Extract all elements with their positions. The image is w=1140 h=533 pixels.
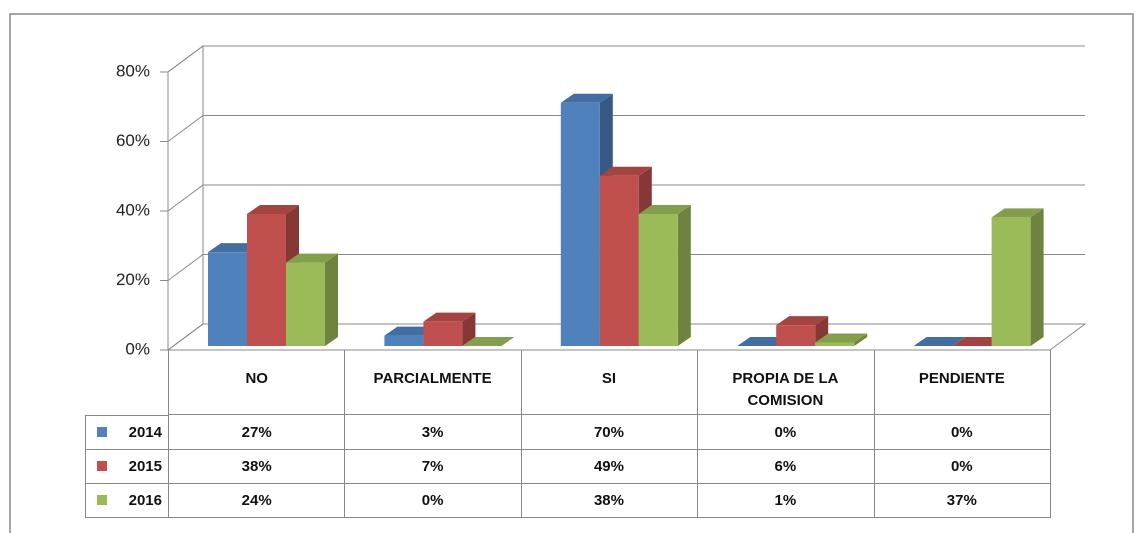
bar-top [560,93,613,103]
table-cell: 1% [697,483,875,518]
legend-text: 2015 [128,457,162,475]
bar [286,262,325,346]
bar-top [991,208,1044,218]
bar [560,102,600,346]
table-header: PARCIALMENTE [344,350,522,415]
legend-key [97,427,107,437]
table-cell: 37% [873,483,1051,518]
table-header: SI [520,350,699,415]
table-cell: 27% [168,415,346,450]
grid-line [167,254,1085,281]
table-header: PENDIENTE [873,350,1051,415]
bar [384,335,424,346]
bar-top [776,316,829,326]
table-header: PROPIA DE LA COMISION [697,350,875,415]
bar-top [423,312,476,322]
bar-side [462,312,476,346]
bar-side [1030,208,1044,346]
bar-top [247,204,299,214]
bar-side [677,204,691,346]
frame [9,13,1134,533]
legend-key [97,495,107,505]
bar [247,213,286,346]
bar [599,175,639,346]
bar [423,321,463,346]
table-cell: 24% [168,483,346,518]
bar-top [462,337,515,346]
grid-line [167,184,1085,212]
y-tick-label: 60% [116,131,150,150]
table-cell: 0% [344,483,522,518]
y-tick-label: 80% [116,61,150,80]
bar-top [286,253,338,263]
legend-key [97,461,107,471]
grid-line [167,45,1085,73]
y-tick-label: 20% [116,270,150,289]
bar-side [854,333,868,346]
y-tick-label: 40% [116,200,150,219]
table-cell: 6% [697,449,875,484]
table-header: NO [168,350,346,415]
grid-line [167,115,1085,142]
table-cell: 0% [873,449,1051,484]
bar-side [325,253,338,346]
bar [815,342,855,346]
table-cell: 70% [520,415,699,450]
bar [991,217,1031,346]
legend-text: 2014 [128,424,162,441]
bar [638,213,678,346]
legend-text: 2016 [128,491,162,509]
table-cell: 3% [344,415,522,450]
bar-top [599,166,652,176]
table-cell: 0% [873,415,1051,450]
bar [776,325,816,346]
bar-top [913,337,966,346]
bar-top [638,204,691,214]
table-cell: 38% [520,483,699,518]
table-cell: 38% [168,449,346,484]
y-tick-label: 0% [125,339,150,358]
bar [208,252,247,346]
table-cell: 7% [344,449,522,484]
table-cell: 49% [520,449,699,484]
table-cell: 0% [697,415,875,450]
bar-top [815,333,868,343]
